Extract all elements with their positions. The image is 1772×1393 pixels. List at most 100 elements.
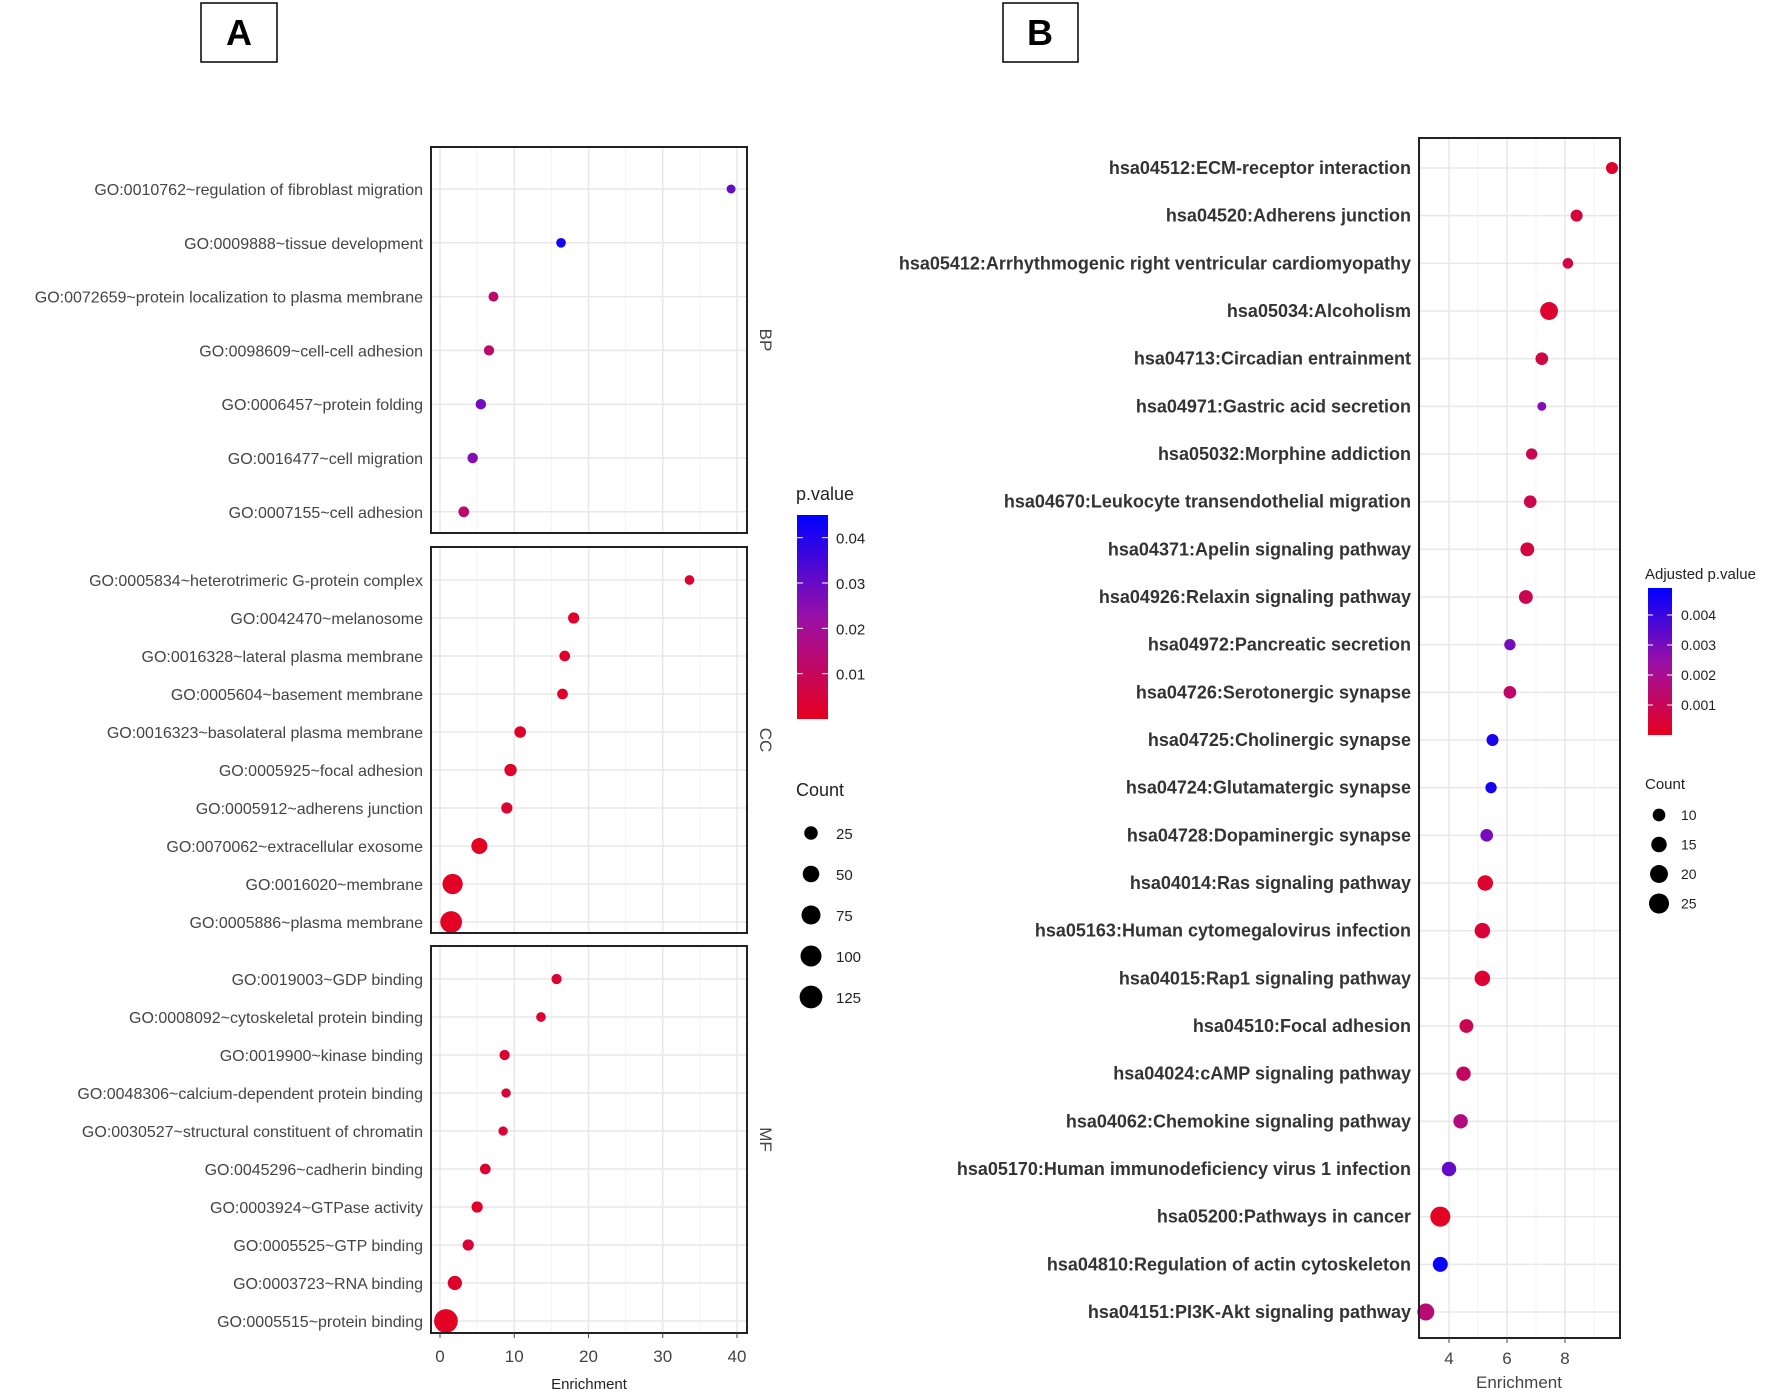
pathway-label: hsa04713:Circadian entrainment xyxy=(1134,349,1411,369)
pathway-label: hsa04024:cAMP signaling pathway xyxy=(1113,1064,1411,1084)
size-legend-dot xyxy=(800,945,822,967)
color-legend-title: p.value xyxy=(796,484,854,504)
size-legend-label: 25 xyxy=(1681,896,1697,912)
data-point xyxy=(1562,258,1574,269)
plot-background xyxy=(1419,138,1620,1338)
x-axis-title: Enrichment xyxy=(1476,1373,1562,1392)
data-point xyxy=(447,1275,462,1291)
pathway-label: hsa04724:Glutamatergic synapse xyxy=(1126,778,1411,798)
size-legend-title: Count xyxy=(1645,776,1686,793)
data-point xyxy=(1477,875,1493,891)
term-label: GO:0016477~cell migration xyxy=(228,451,423,468)
facet-strip-label: BP xyxy=(756,329,775,352)
color-bar-tick-label: 0.002 xyxy=(1681,667,1716,683)
term-label: GO:0005925~focal adhesion xyxy=(219,763,423,780)
facet-bp: GO:0010762~regulation of fibroblast migr… xyxy=(35,146,775,534)
term-label: GO:0003924~GTPase activity xyxy=(210,1200,423,1217)
data-point xyxy=(462,1239,474,1251)
data-point xyxy=(536,1012,546,1022)
pathway-label: hsa05170:Human immunodeficiency virus 1 … xyxy=(957,1159,1411,1179)
color-bar-tick-label: 0.003 xyxy=(1681,637,1716,653)
data-point xyxy=(1474,922,1491,939)
term-label: GO:0019003~GDP binding xyxy=(232,972,423,989)
x-tick-label: 6 xyxy=(1502,1349,1511,1368)
pathway-label: hsa04520:Adherens junction xyxy=(1166,206,1411,226)
size-legend-dot xyxy=(801,905,821,925)
data-point xyxy=(501,1088,511,1098)
x-tick-label: 20 xyxy=(579,1347,598,1366)
facet-strip-label: MF xyxy=(756,1127,775,1152)
pathway-label: hsa04728:Dopaminergic synapse xyxy=(1127,825,1411,845)
data-point xyxy=(1518,590,1533,604)
size-legend-label: 20 xyxy=(1681,866,1697,882)
term-label: GO:0007155~cell adhesion xyxy=(229,505,423,522)
data-point xyxy=(1456,1066,1471,1081)
pathway-label: hsa04151:PI3K-Akt signaling pathway xyxy=(1088,1302,1411,1322)
size-legend-label: 75 xyxy=(836,908,853,925)
data-point xyxy=(556,237,566,248)
term-label: GO:0005912~adherens junction xyxy=(196,801,423,818)
data-point xyxy=(1453,1114,1468,1129)
panel-label-b: B xyxy=(1002,2,1079,63)
term-label: GO:0006457~protein folding xyxy=(222,397,423,414)
term-label: GO:0030527~structural constituent of chr… xyxy=(82,1124,423,1141)
data-point xyxy=(1605,162,1618,174)
color-bar-tick-label: 0.02 xyxy=(836,621,865,638)
data-point xyxy=(467,452,478,464)
data-point xyxy=(1459,1019,1474,1033)
data-point xyxy=(1535,352,1549,365)
data-point xyxy=(1480,829,1494,842)
data-point xyxy=(498,1126,508,1136)
pathway-label: hsa05163:Human cytomegalovirus infection xyxy=(1035,921,1411,941)
data-point xyxy=(1417,1303,1435,1321)
go-enrichment-chart: GO:0010762~regulation of fibroblast migr… xyxy=(35,146,865,1393)
term-label: GO:0003723~RNA binding xyxy=(233,1276,423,1293)
size-legend-dot xyxy=(1652,808,1666,822)
color-bar-tick-label: 0.001 xyxy=(1681,697,1716,713)
term-label: GO:0009888~tissue development xyxy=(184,236,423,253)
term-label: GO:0042470~melanosome xyxy=(230,611,423,628)
facet-border xyxy=(430,546,748,934)
size-legend-label: 15 xyxy=(1681,837,1697,853)
data-point xyxy=(440,911,463,933)
color-legend-title: Adjusted p.value xyxy=(1645,566,1756,583)
term-label: GO:0005604~basement membrane xyxy=(171,687,423,704)
color-bar-tick-label: 0.04 xyxy=(836,531,865,548)
pathway-label: hsa04014:Ras signaling pathway xyxy=(1130,873,1411,893)
size-legend-label: 100 xyxy=(836,949,861,966)
size-legend-label: 50 xyxy=(836,867,853,884)
size-legend-dot xyxy=(804,826,818,840)
x-tick-label: 8 xyxy=(1560,1349,1569,1368)
data-point xyxy=(471,1201,483,1213)
data-point xyxy=(471,837,488,855)
data-point xyxy=(442,873,463,895)
facet-border xyxy=(430,146,748,534)
term-label: GO:0016328~lateral plasma membrane xyxy=(142,649,424,666)
x-tick-label: 40 xyxy=(728,1347,747,1366)
data-point xyxy=(504,763,517,777)
pathway-label: hsa05200:Pathways in cancer xyxy=(1157,1207,1411,1227)
data-point xyxy=(557,688,568,700)
term-label: GO:0070062~extracellular exosome xyxy=(166,839,423,856)
color-bar xyxy=(797,515,828,719)
facet-mf: GO:0019003~GDP binding GO:0008092~cytoske… xyxy=(77,945,775,1334)
pathway-label: hsa04810:Regulation of actin cytoskeleto… xyxy=(1047,1254,1411,1274)
pathway-label: hsa04670:Leukocyte transendothelial migr… xyxy=(1004,492,1411,512)
pathway-label: hsa05034:Alcoholism xyxy=(1227,301,1411,321)
data-point xyxy=(551,973,562,985)
data-point xyxy=(1523,495,1537,508)
data-point xyxy=(1430,1206,1451,1227)
size-legend-title: Count xyxy=(796,780,844,800)
data-point xyxy=(1474,970,1491,987)
size-legend-dot xyxy=(1649,893,1669,914)
data-point xyxy=(684,575,695,585)
data-point xyxy=(1570,209,1583,222)
x-tick-label: 0 xyxy=(435,1347,444,1366)
data-point xyxy=(1520,542,1535,557)
size-legend-dot xyxy=(1650,865,1668,883)
term-label: GO:0008092~cytoskeletal protein binding xyxy=(129,1010,423,1027)
data-point xyxy=(1504,639,1516,651)
x-axis-title: Enrichment xyxy=(551,1376,628,1393)
panel-letter-b: B xyxy=(1027,12,1053,53)
